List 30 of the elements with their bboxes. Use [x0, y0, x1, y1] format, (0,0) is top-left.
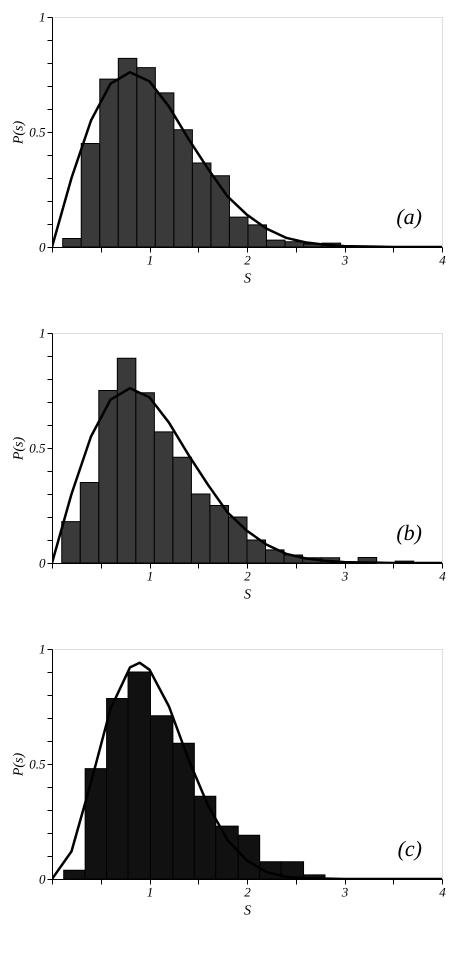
y-tick-label: 0: [39, 240, 46, 254]
x-tick-label: 4: [439, 252, 446, 268]
y-axis-title: P(s): [11, 436, 26, 462]
x-tick-label: 4: [439, 884, 446, 900]
y-tick-label: 1: [39, 326, 46, 340]
x-tick-label: 3: [340, 884, 349, 900]
y-axis-title: P(s): [11, 752, 26, 778]
x-tick-label: 4: [439, 568, 446, 584]
y-tick-label: 0: [39, 872, 46, 886]
x-tick-label: 2: [244, 884, 252, 900]
y-axis-title: P(s): [11, 120, 26, 146]
annotation: (a): [396, 204, 422, 229]
x-tick-label: 2: [244, 568, 252, 584]
y-tick-label: 0.5: [29, 124, 46, 140]
y-tick-label: 0.5: [29, 756, 46, 772]
annotation: (c): [398, 836, 422, 861]
x-tick-label: 3: [340, 252, 349, 268]
y-tick-label: 1: [39, 642, 46, 656]
x-axis-title: S: [244, 272, 251, 286]
x-tick-label: 2: [244, 252, 252, 268]
x-tick-label: 1: [146, 252, 154, 268]
x-axis-title: S: [244, 588, 251, 602]
y-tick-label: 0.5: [29, 440, 46, 456]
annotation: (b): [396, 520, 422, 545]
y-tick-label: 0: [39, 556, 46, 570]
x-tick-label: 3: [340, 568, 349, 584]
x-tick-label: 1: [146, 568, 154, 584]
x-tick-label: 1: [146, 884, 154, 900]
y-tick-label: 1: [39, 10, 46, 24]
x-axis-title: S: [244, 904, 251, 918]
